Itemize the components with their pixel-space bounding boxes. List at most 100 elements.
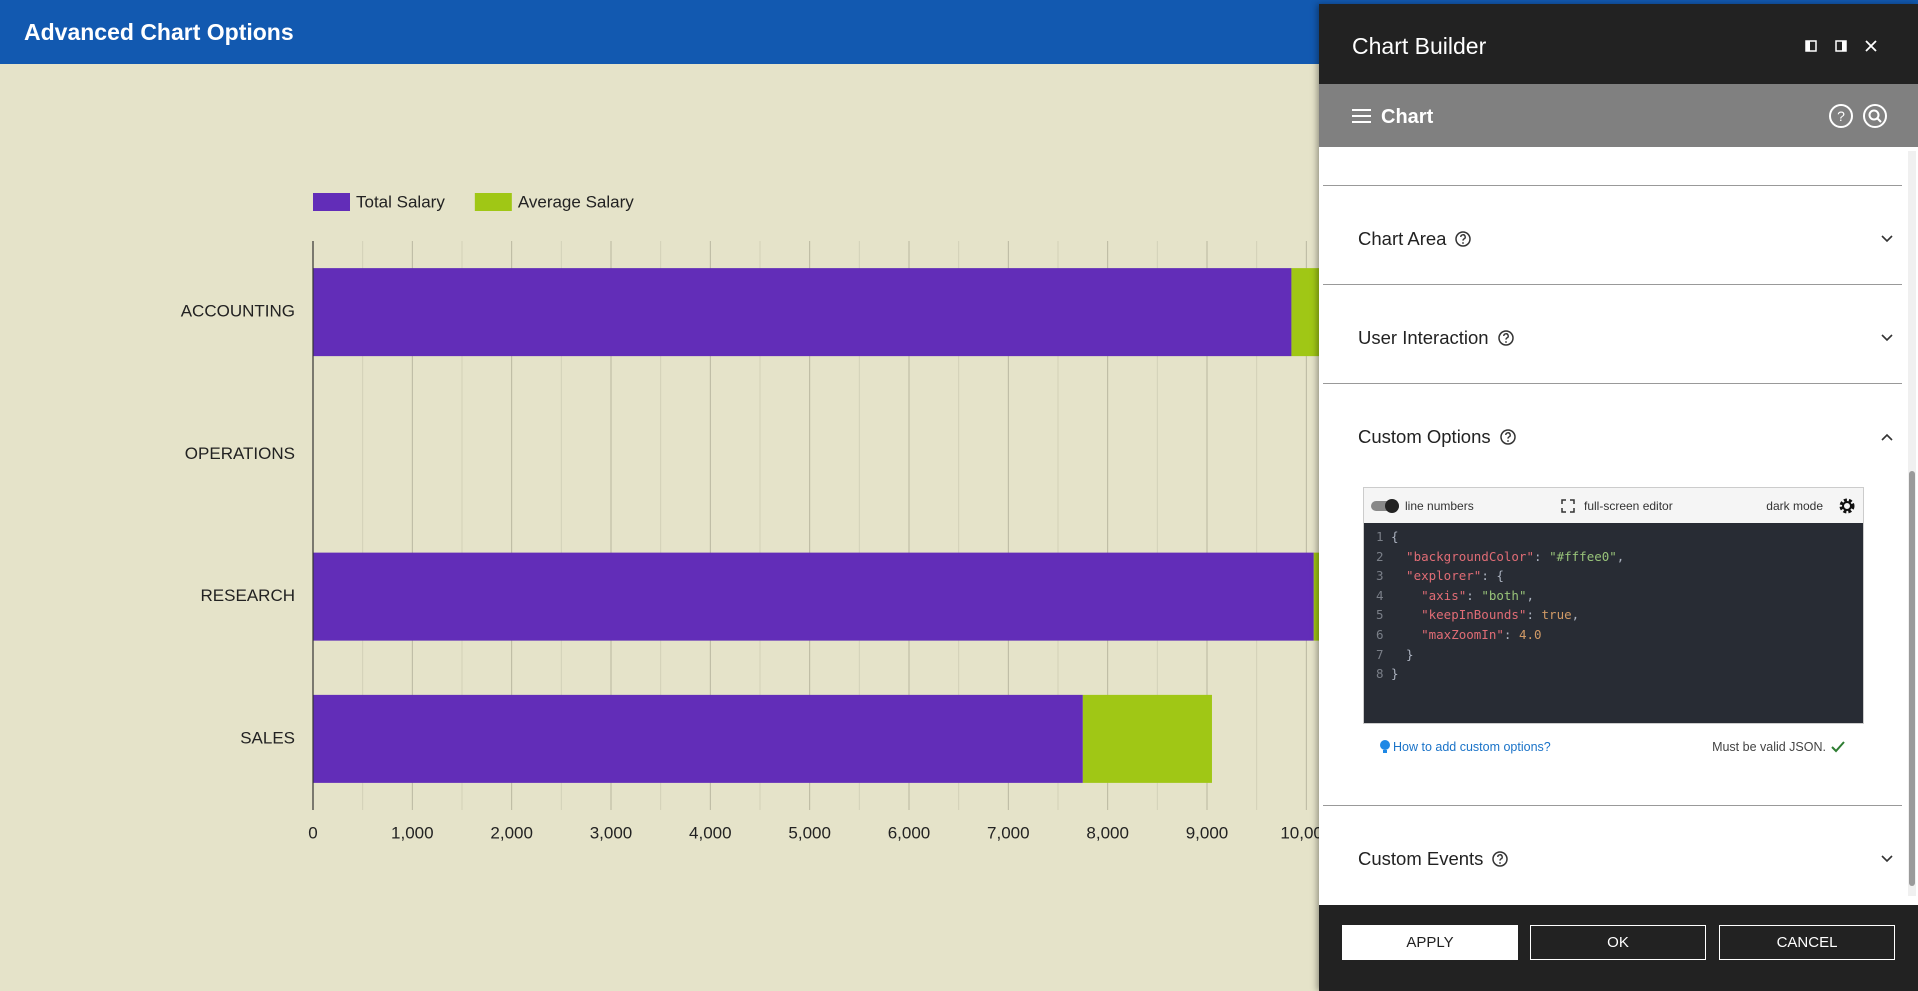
dark-mode-label: dark mode bbox=[1766, 499, 1823, 513]
svg-text:?: ? bbox=[1837, 108, 1845, 124]
fullscreen-label[interactable]: full-screen editor bbox=[1584, 499, 1673, 513]
toggle-label: line numbers bbox=[1405, 499, 1474, 513]
help-icon[interactable] bbox=[1491, 850, 1509, 868]
code-token: "axis" bbox=[1391, 587, 1467, 603]
code-area[interactable]: 1 {2 "backgroundColor": "#fffee0", 3 "expl… bbox=[1364, 523, 1863, 723]
divider bbox=[1323, 383, 1902, 384]
x-tick-label: 5,000 bbox=[788, 823, 831, 842]
line-number: 5 bbox=[1376, 607, 1384, 623]
x-tick-label: 0 bbox=[308, 823, 317, 842]
fullscreen-icon[interactable] bbox=[1561, 499, 1575, 513]
validation-text: Must be valid JSON. bbox=[1712, 740, 1826, 754]
editor-toolbar: line numbers full-screen editor dark mod… bbox=[1364, 488, 1863, 523]
code-token: : bbox=[1526, 607, 1542, 623]
code-token: : bbox=[1503, 627, 1519, 642]
scrollbar[interactable] bbox=[1908, 151, 1916, 896]
code-line: { bbox=[1391, 529, 1399, 544]
window-controls[interactable] bbox=[1805, 38, 1905, 54]
x-tick-label: 6,000 bbox=[888, 823, 931, 842]
code-token: true bbox=[1541, 607, 1572, 623]
chevron[interactable] bbox=[1881, 433, 1893, 441]
chart-builder-panel: Chart Builder Chart ? line numbers full-… bbox=[1319, 4, 1918, 991]
line-number: 2 bbox=[1376, 548, 1384, 564]
divider bbox=[1323, 284, 1902, 285]
bar-segment bbox=[313, 694, 1083, 783]
code-token: "maxZoomIn" bbox=[1391, 627, 1504, 642]
x-tick-label: 4,000 bbox=[689, 823, 732, 842]
category-label: OPERATIONS bbox=[185, 444, 295, 463]
section-header[interactable]: Custom Events bbox=[1358, 847, 1893, 870]
line-number: 4 bbox=[1376, 587, 1384, 603]
section-title: Custom Events bbox=[1358, 848, 1484, 869]
code-line: "maxZoomIn": 4.0 bbox=[1391, 627, 1542, 642]
code-token: "keepInBounds" bbox=[1391, 607, 1527, 623]
line-number: 1 bbox=[1376, 529, 1384, 544]
divider bbox=[1323, 805, 1902, 806]
code-line: "backgroundColor": "#fffee0", bbox=[1391, 549, 1624, 564]
chevron[interactable] bbox=[1881, 235, 1893, 243]
code-token: , bbox=[1571, 607, 1580, 623]
code-token: } bbox=[1391, 666, 1399, 682]
legend-label: Average Salary bbox=[518, 192, 634, 211]
bar-segment bbox=[313, 268, 1292, 357]
code-token: 4.0 bbox=[1518, 627, 1542, 642]
code-token: } bbox=[1391, 646, 1414, 662]
code-line: } bbox=[1391, 647, 1414, 662]
code-line: } bbox=[1391, 666, 1399, 681]
x-tick-label: 7,000 bbox=[987, 823, 1030, 842]
toggle[interactable] bbox=[1370, 498, 1402, 514]
settings-icon[interactable] bbox=[1838, 497, 1856, 515]
code-token: "backgroundColor" bbox=[1391, 548, 1534, 564]
code-token: "both" bbox=[1481, 587, 1527, 603]
divider bbox=[1323, 185, 1902, 186]
code-line: "axis": "both", bbox=[1391, 588, 1534, 603]
line-number: 7 bbox=[1376, 646, 1384, 662]
bulb-icon bbox=[1380, 740, 1390, 753]
code-token: { bbox=[1391, 529, 1399, 544]
help-icon[interactable] bbox=[1497, 329, 1515, 347]
code-token: : bbox=[1466, 587, 1482, 603]
button[interactable]: APPLY bbox=[1342, 925, 1518, 960]
section-header[interactable]: User Interaction bbox=[1358, 326, 1893, 349]
section-title: User Interaction bbox=[1358, 327, 1489, 348]
panel-subtitle: Chart bbox=[1381, 106, 1434, 128]
category-label: RESEARCH bbox=[201, 586, 295, 605]
legend-swatch bbox=[313, 193, 350, 211]
code-token: "explorer" bbox=[1391, 568, 1482, 584]
legend-label: Total Salary bbox=[356, 192, 445, 211]
code-line: "keepInBounds": true, bbox=[1391, 607, 1579, 622]
legend-swatch bbox=[474, 193, 512, 211]
category-label: ACCOUNTING bbox=[181, 302, 295, 321]
code-line: "explorer": { bbox=[1391, 568, 1504, 583]
line-number: 3 bbox=[1376, 568, 1384, 584]
section-title: Custom Options bbox=[1358, 426, 1491, 447]
help-icon[interactable] bbox=[1454, 230, 1472, 248]
section-header[interactable]: Chart Area bbox=[1358, 227, 1893, 250]
chevron[interactable] bbox=[1881, 334, 1893, 342]
panel-footer: APPLY OK CANCEL bbox=[1319, 905, 1918, 991]
code-editor: line numbers full-screen editor dark mod… bbox=[1363, 487, 1864, 724]
menu-icon[interactable] bbox=[1352, 107, 1372, 125]
chevron[interactable] bbox=[1881, 855, 1893, 863]
x-tick-label: 3,000 bbox=[590, 823, 633, 842]
bar-segment bbox=[313, 552, 1314, 641]
toolbar-icons[interactable]: ? bbox=[1829, 102, 1893, 130]
code-token: "#fffee0" bbox=[1549, 548, 1617, 564]
app-title: Advanced Chart Options bbox=[24, 19, 294, 45]
button[interactable]: CANCEL bbox=[1719, 925, 1895, 960]
help-icon[interactable] bbox=[1499, 428, 1517, 446]
scroll-thumb[interactable] bbox=[1909, 471, 1915, 886]
category-label: SALES bbox=[240, 728, 295, 747]
button[interactable]: OK bbox=[1530, 925, 1706, 960]
panel-toolbar: Chart ? bbox=[1319, 84, 1918, 147]
line-number: 6 bbox=[1376, 627, 1384, 642]
valid-check bbox=[1831, 741, 1845, 753]
code-token: , bbox=[1616, 548, 1625, 564]
code-token: : { bbox=[1481, 568, 1504, 584]
help-link[interactable]: How to add custom options? bbox=[1393, 740, 1551, 754]
bar-segment bbox=[1082, 694, 1212, 783]
section-title: Chart Area bbox=[1358, 228, 1447, 249]
section-header[interactable]: Custom Options bbox=[1358, 425, 1893, 448]
code-token: : bbox=[1534, 548, 1550, 564]
